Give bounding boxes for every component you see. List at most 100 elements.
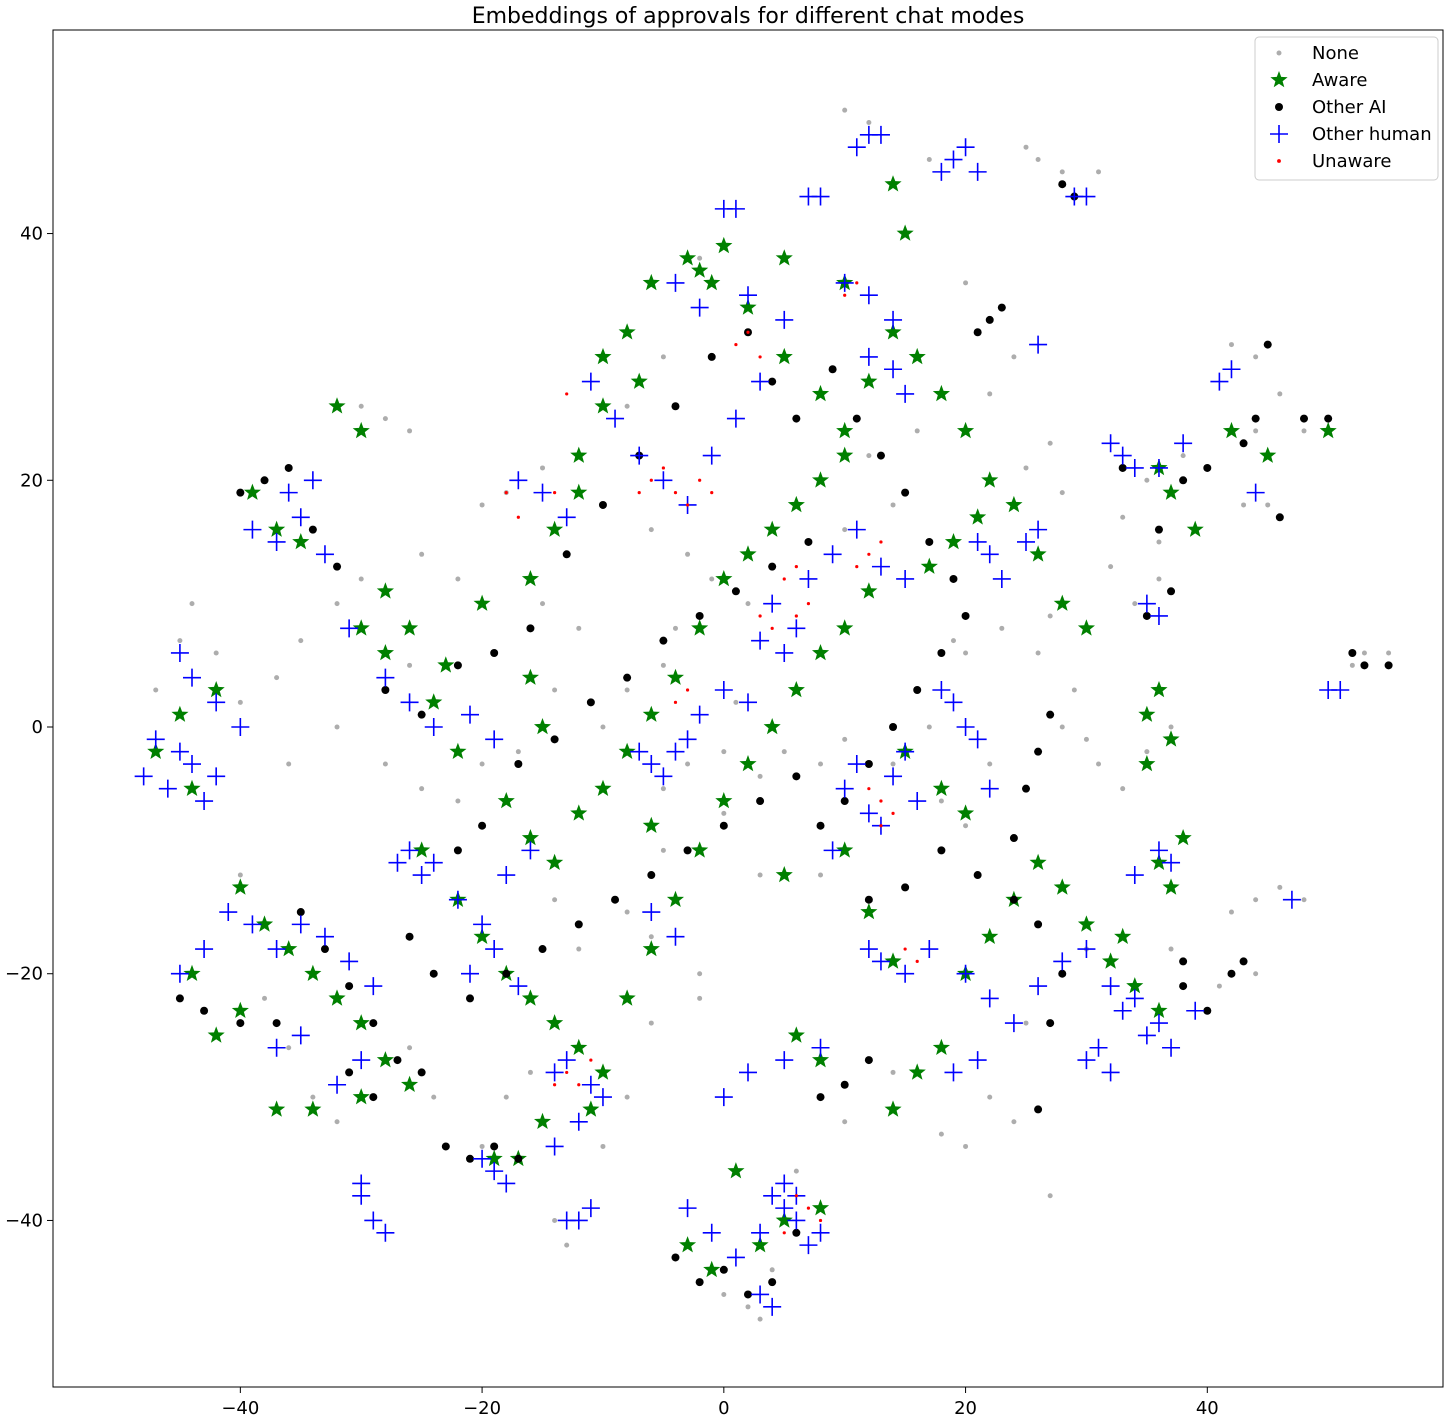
data-point	[679, 1236, 697, 1253]
data-point	[859, 940, 878, 959]
data-point	[1058, 969, 1067, 978]
data-point	[236, 1019, 245, 1028]
data-point	[461, 705, 479, 724]
data-point	[654, 767, 673, 786]
data-point	[806, 1206, 811, 1210]
data-point	[413, 841, 431, 858]
data-point	[915, 959, 919, 963]
data-point	[315, 927, 334, 946]
legend-box	[1254, 36, 1439, 181]
data-point	[352, 1014, 370, 1031]
data-point	[1162, 1038, 1181, 1057]
data-point	[1263, 340, 1272, 349]
data-point	[1241, 502, 1247, 508]
y-tick-label: −40	[5, 1210, 43, 1231]
y-tick-label: 40	[20, 224, 43, 245]
data-point	[842, 1119, 848, 1125]
data-point	[751, 1285, 770, 1304]
data-point	[594, 779, 612, 796]
data-point	[1142, 611, 1151, 620]
legend: None Aware Other AI Other human Unaware	[1254, 36, 1439, 181]
data-point	[260, 476, 269, 485]
data-point	[835, 273, 854, 292]
data-point	[690, 298, 709, 317]
data-point	[589, 1058, 593, 1062]
data-point	[957, 804, 975, 821]
data-point	[884, 323, 902, 340]
data-point	[757, 773, 763, 779]
data-point	[552, 897, 558, 903]
data-point	[1167, 587, 1176, 596]
legend-label: Aware	[1312, 70, 1367, 91]
data-point	[860, 903, 878, 920]
y-tick-label: 0	[32, 717, 43, 738]
data-point	[376, 582, 394, 599]
data-point	[262, 995, 268, 1001]
data-point	[745, 601, 751, 607]
data-point	[594, 347, 612, 365]
data-point	[876, 451, 885, 460]
data-point	[1174, 829, 1192, 846]
data-point	[642, 903, 661, 922]
data-point	[381, 685, 390, 694]
data-point	[949, 574, 958, 583]
data-point	[758, 355, 762, 359]
data-point	[553, 491, 557, 495]
data-point	[158, 779, 177, 798]
data-point	[673, 491, 678, 495]
data-point	[1277, 391, 1283, 397]
data-point	[189, 601, 195, 607]
data-point	[794, 1194, 798, 1198]
data-point	[782, 577, 786, 581]
data-point	[1259, 446, 1277, 463]
data-point	[879, 540, 883, 544]
series-unaware	[504, 281, 919, 1235]
data-point	[968, 730, 987, 749]
data-point	[660, 847, 666, 853]
data-point	[1300, 414, 1308, 423]
data-point	[280, 940, 298, 957]
data-point	[672, 625, 678, 631]
data-point	[618, 989, 636, 1006]
data-point	[1282, 890, 1301, 909]
data-point	[1108, 564, 1114, 570]
data-point	[903, 947, 907, 951]
data-point	[1046, 1019, 1055, 1028]
data-point	[648, 1020, 654, 1026]
data-point	[527, 1069, 533, 1075]
data-point	[702, 446, 721, 465]
data-point	[1301, 897, 1307, 903]
data-point	[828, 365, 837, 374]
data-point	[328, 397, 346, 414]
data-point	[304, 964, 322, 981]
data-point	[267, 940, 286, 959]
data-point	[611, 895, 620, 904]
data-point	[859, 347, 878, 366]
data-point	[497, 792, 515, 809]
data-point	[835, 779, 854, 798]
data-point	[292, 533, 310, 550]
data-point	[328, 1075, 347, 1094]
data-point	[691, 841, 709, 858]
data-point	[1138, 755, 1156, 772]
data-point	[847, 138, 866, 157]
data-point	[642, 816, 660, 833]
data-point	[963, 1143, 969, 1149]
data-point	[864, 895, 873, 904]
data-point	[980, 779, 999, 798]
data-point	[666, 668, 684, 685]
data-point	[153, 687, 159, 693]
data-point	[1029, 545, 1047, 562]
data-point	[794, 614, 798, 618]
data-point	[710, 491, 714, 495]
data-point	[268, 520, 286, 537]
data-point	[1071, 687, 1077, 693]
y-tick-label: −20	[5, 964, 43, 985]
data-point	[453, 846, 462, 855]
data-point	[925, 537, 934, 546]
data-point	[920, 940, 939, 959]
data-point	[1144, 477, 1150, 483]
data-point	[768, 1278, 777, 1287]
axis-ticks: −40 −20 0 20 40 −40 −20 0 20 40	[5, 224, 1219, 1419]
data-point	[920, 557, 938, 574]
